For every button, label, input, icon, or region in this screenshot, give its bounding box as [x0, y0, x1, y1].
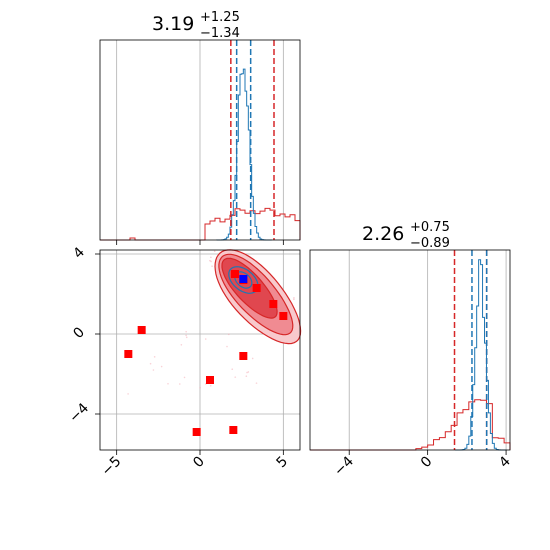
sample-dot [247, 371, 250, 373]
marker-red-square-2 [252, 284, 261, 292]
sample-dot [210, 256, 212, 259]
tick-label-x-param-2-1: 0 [418, 454, 436, 472]
sample-dot [185, 330, 187, 333]
sample-dot [149, 362, 152, 365]
histogram-blue-param-1 [216, 68, 273, 241]
tick-label-x-joint-1: 0 [190, 454, 208, 472]
joint-contour-panel: −5 0 5 −4 0 4 [66, 244, 302, 480]
title-param-2-value: 2.26 [362, 223, 404, 245]
title-param-1-plus: +1.25 [200, 10, 240, 25]
sample-dot [227, 333, 230, 336]
marker-red-square-8 [206, 376, 214, 384]
marker-red-square-6 [124, 350, 133, 358]
sample-dot [226, 345, 228, 348]
title-param-2-minus: −0.89 [410, 236, 450, 251]
sample-dot [199, 386, 201, 389]
sample-dot [213, 250, 216, 253]
sample-dot [251, 357, 254, 360]
sample-dot [127, 393, 129, 395]
marker-red-square-10 [229, 426, 238, 434]
title-param-1-value: 3.19 [152, 13, 194, 35]
sample-dot [167, 382, 169, 385]
sample-dot [210, 260, 212, 263]
histogram-red-param-2 [310, 399, 511, 451]
sample-dot [211, 265, 213, 267]
tick-label-y-joint-2: 4 [70, 244, 88, 262]
sample-dot [245, 375, 248, 378]
marker-red-square-7 [239, 352, 248, 360]
histogram-panel-param-2: 2.26 +0.75 −0.89 −4 0 4 [309, 220, 514, 479]
sample-dot [185, 336, 188, 339]
tick-label-x-joint-2: 5 [274, 454, 292, 472]
sample-dot [178, 383, 181, 385]
sample-dot [152, 369, 155, 371]
title-param-1-minus: −1.34 [200, 26, 240, 41]
sample-dot [183, 376, 186, 379]
sample-dot [293, 297, 295, 299]
marker-red-square-9 [192, 428, 201, 436]
title-param-2-plus: +0.75 [410, 220, 450, 235]
histogram-param-2-frame [309, 249, 511, 451]
marker-blue-square [239, 275, 248, 283]
sample-dot [209, 384, 212, 387]
sample-dot [204, 338, 207, 340]
tick-label-x-joint-0: −5 [99, 454, 125, 480]
histogram-panel-param-1: 3.19 +1.25 −1.34 [99, 10, 301, 245]
marker-red-square-3 [269, 300, 278, 308]
tick-label-y-joint-0: −4 [66, 400, 92, 426]
histogram-blue-param-2 [454, 259, 507, 451]
histogram-param-1-frame [99, 39, 301, 241]
marker-red-square-0 [231, 270, 239, 278]
sample-dot [255, 382, 258, 384]
sample-dot [231, 368, 234, 371]
sample-dot [180, 343, 183, 346]
sample-dot [160, 365, 163, 368]
sample-dot [209, 259, 211, 262]
tick-label-x-param-2-0: −4 [331, 453, 357, 479]
sample-dot [185, 334, 187, 337]
contour-blue-outer [228, 266, 259, 294]
marker-red-square-5 [137, 326, 146, 334]
sample-dot [293, 298, 295, 301]
sample-dot [234, 376, 237, 378]
sample-dot [246, 371, 248, 374]
marker-red-square-4 [279, 312, 288, 320]
sample-dot [153, 356, 156, 358]
tick-label-y-joint-1: 0 [70, 324, 88, 342]
joint-panel-frame [99, 249, 301, 451]
tick-label-x-param-2-2: 4 [496, 453, 514, 471]
